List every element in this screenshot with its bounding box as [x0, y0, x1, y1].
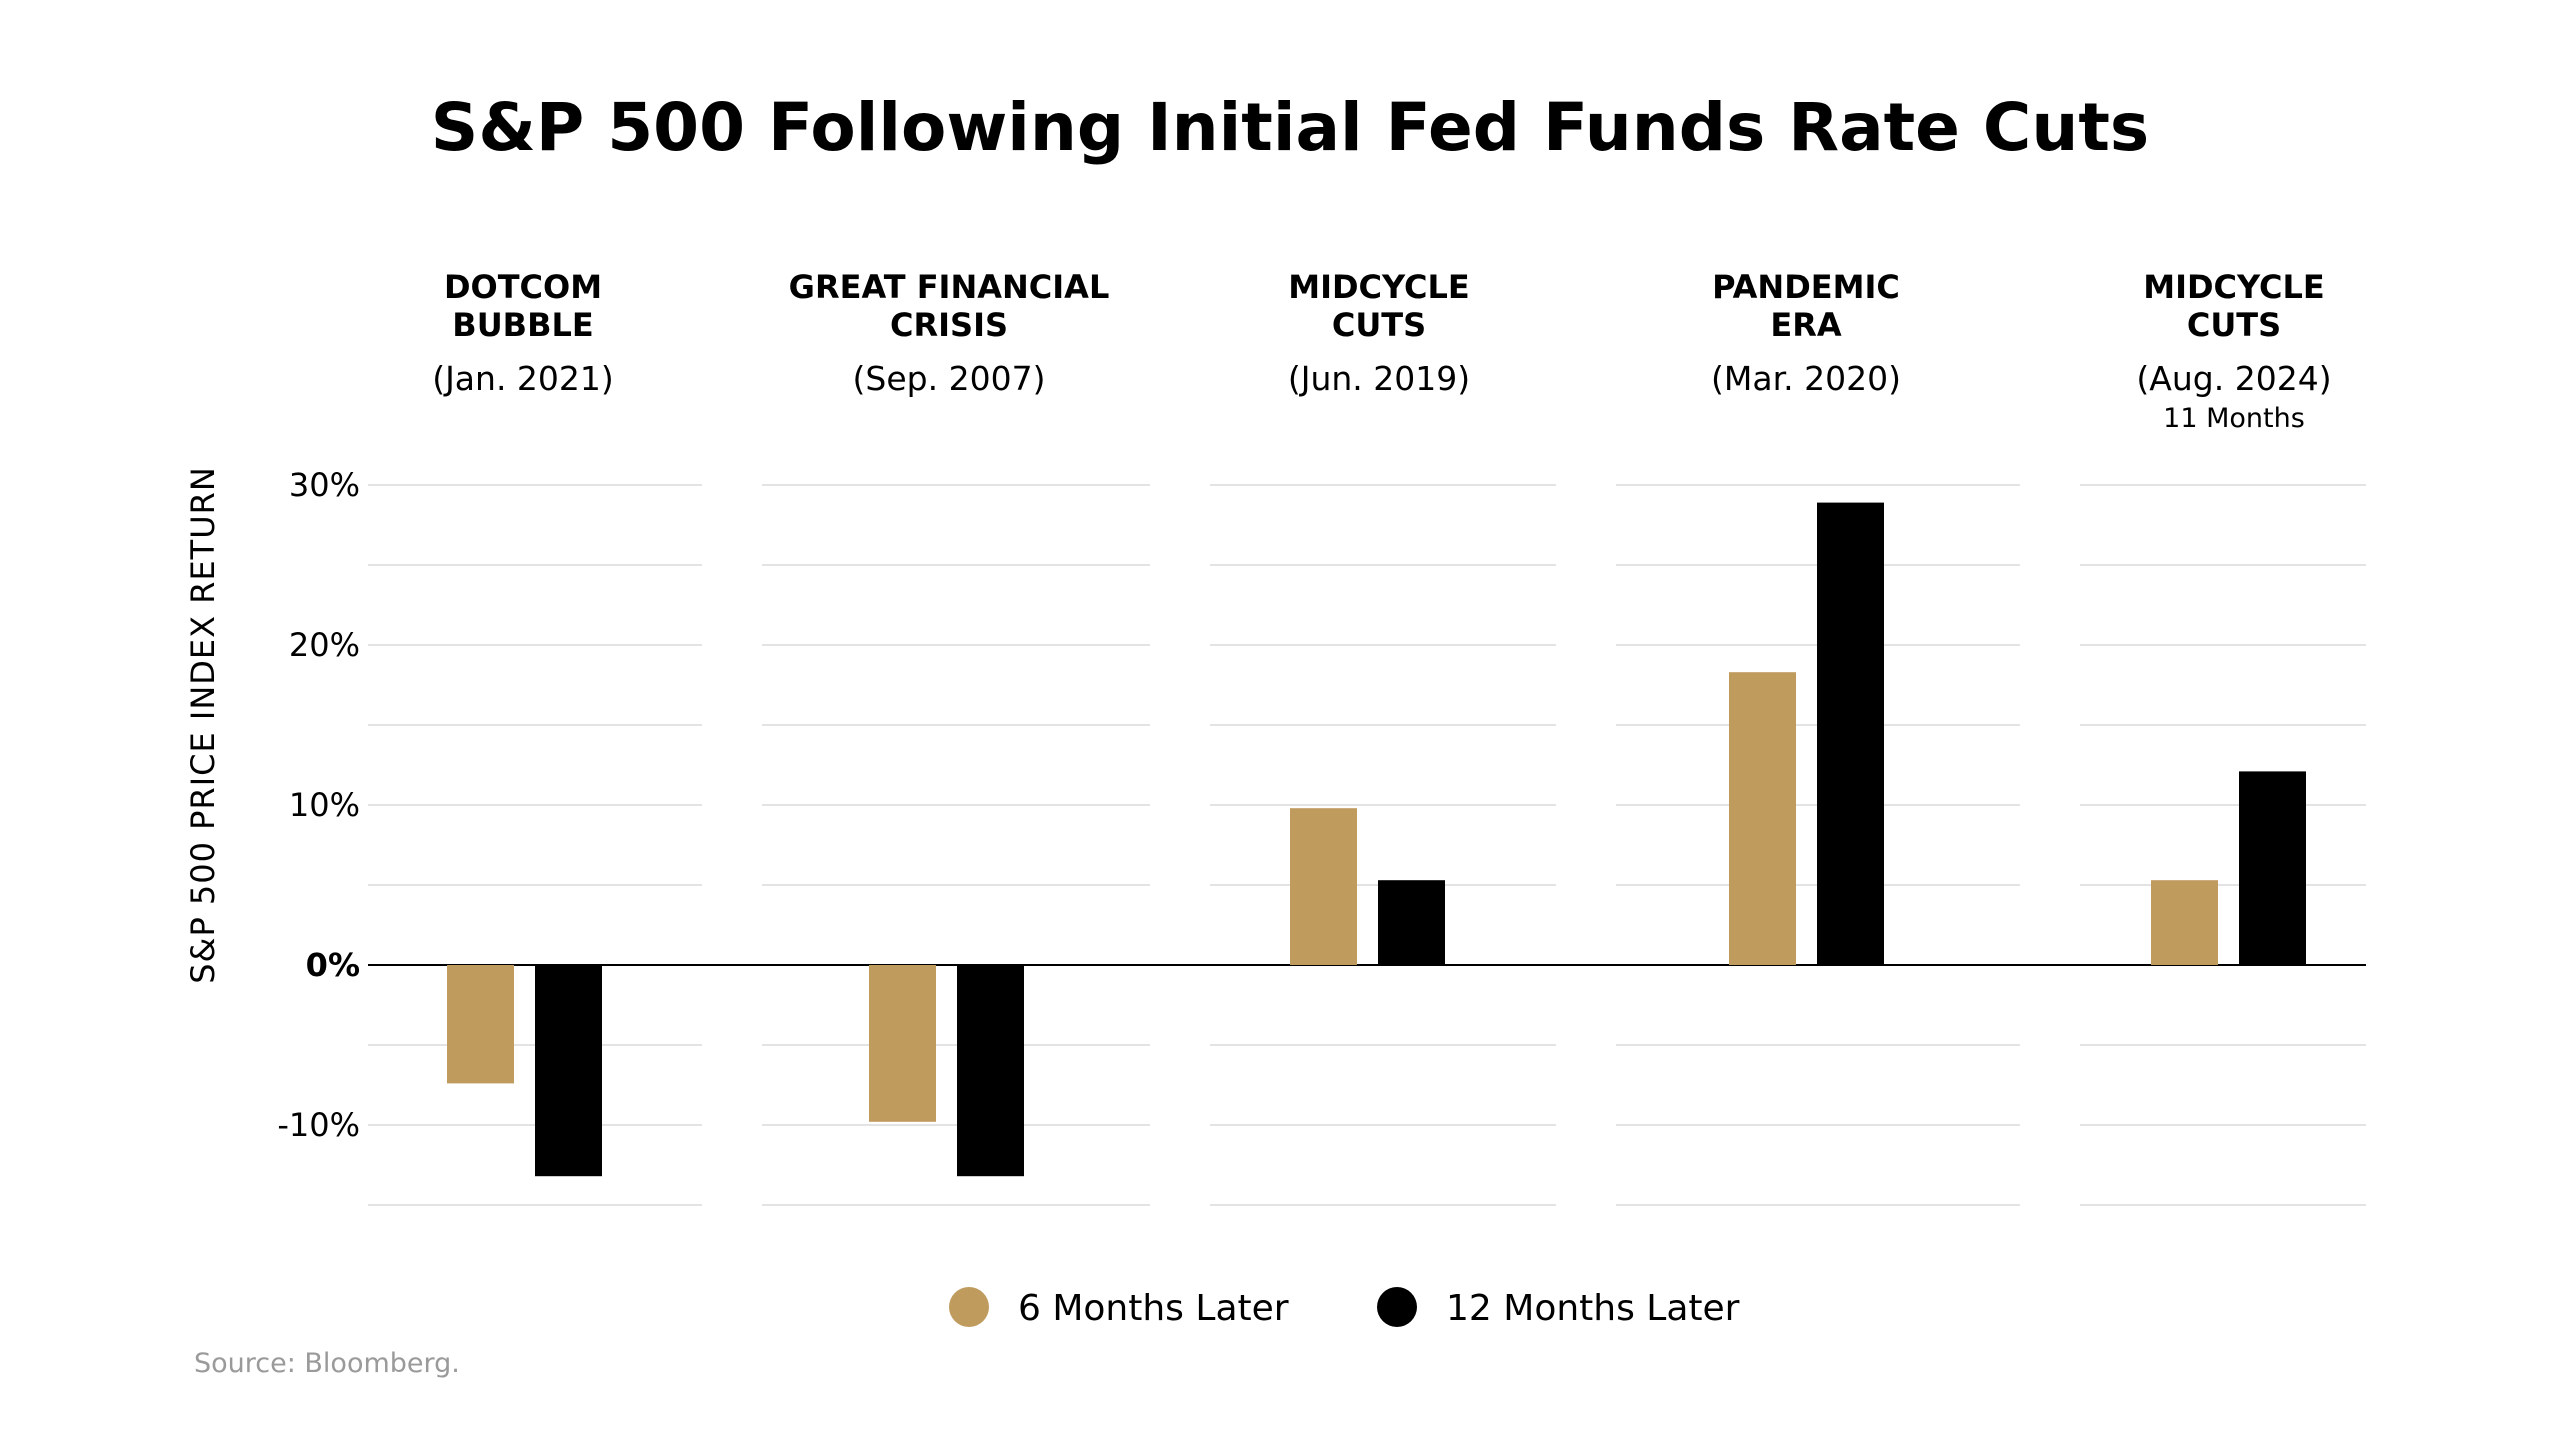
bar-12m-2	[957, 965, 1024, 1177]
category-name-label: MIDCYCLE	[2143, 268, 2325, 306]
y-tick-label: 30%	[289, 466, 360, 504]
y-tick-layer: 30% 20% 10% 0% -10%	[277, 466, 360, 1144]
legend-label-12m: 12 Months Later	[1446, 1288, 1740, 1329]
category-name-label: ERA	[1770, 306, 1842, 344]
category-name-label: GREAT FINANCIAL	[789, 268, 1110, 306]
category-date-label: (Aug. 2024)	[2136, 359, 2331, 398]
bar-layer	[447, 502, 2306, 1177]
category-name-label: CRISIS	[890, 306, 1008, 344]
bar-12m-1	[535, 965, 602, 1177]
category-name-label: CUTS	[2187, 306, 2281, 344]
grid-layer	[368, 484, 2366, 1206]
legend-label-6m: 6 Months Later	[1018, 1288, 1289, 1329]
bar-6m-3	[1290, 808, 1357, 965]
y-tick-label: 20%	[289, 626, 360, 664]
category-date-label: (Mar. 2020)	[1711, 359, 1901, 398]
y-tick-label: 10%	[289, 786, 360, 824]
bar-12m-4	[1817, 502, 1884, 965]
y-axis-label: S&P 500 PRICE INDEX RETURN	[184, 466, 222, 984]
y-tick-label: 0%	[306, 946, 360, 984]
bar-12m-3	[1378, 880, 1445, 965]
category-name-label: MIDCYCLE	[1288, 268, 1470, 306]
category-date-label: (Jan. 2021)	[432, 359, 614, 398]
bar-6m-1	[447, 965, 514, 1084]
category-note-label: 11 Months	[2163, 403, 2305, 434]
category-name-label: CUTS	[1332, 306, 1426, 344]
bar-6m-5	[2151, 880, 2218, 965]
bar-6m-4	[1729, 672, 1796, 965]
legend: 6 Months Later 12 Months Later	[949, 1287, 1740, 1329]
bar-6m-2	[869, 965, 936, 1122]
legend-swatch-6m	[949, 1287, 989, 1327]
category-date-label: (Sep. 2007)	[853, 359, 1046, 398]
chart-title: S&P 500 Following Initial Fed Funds Rate…	[431, 89, 2149, 166]
legend-swatch-12m	[1377, 1287, 1417, 1327]
category-name-label: PANDEMIC	[1712, 268, 1900, 306]
category-name-label: BUBBLE	[452, 306, 593, 344]
source-note: Source: Bloomberg.	[194, 1348, 460, 1379]
bar-12m-5	[2239, 771, 2306, 965]
category-name-label: DOTCOM	[444, 268, 602, 306]
y-tick-label: -10%	[277, 1106, 360, 1144]
category-date-label: (Jun. 2019)	[1288, 359, 1470, 398]
